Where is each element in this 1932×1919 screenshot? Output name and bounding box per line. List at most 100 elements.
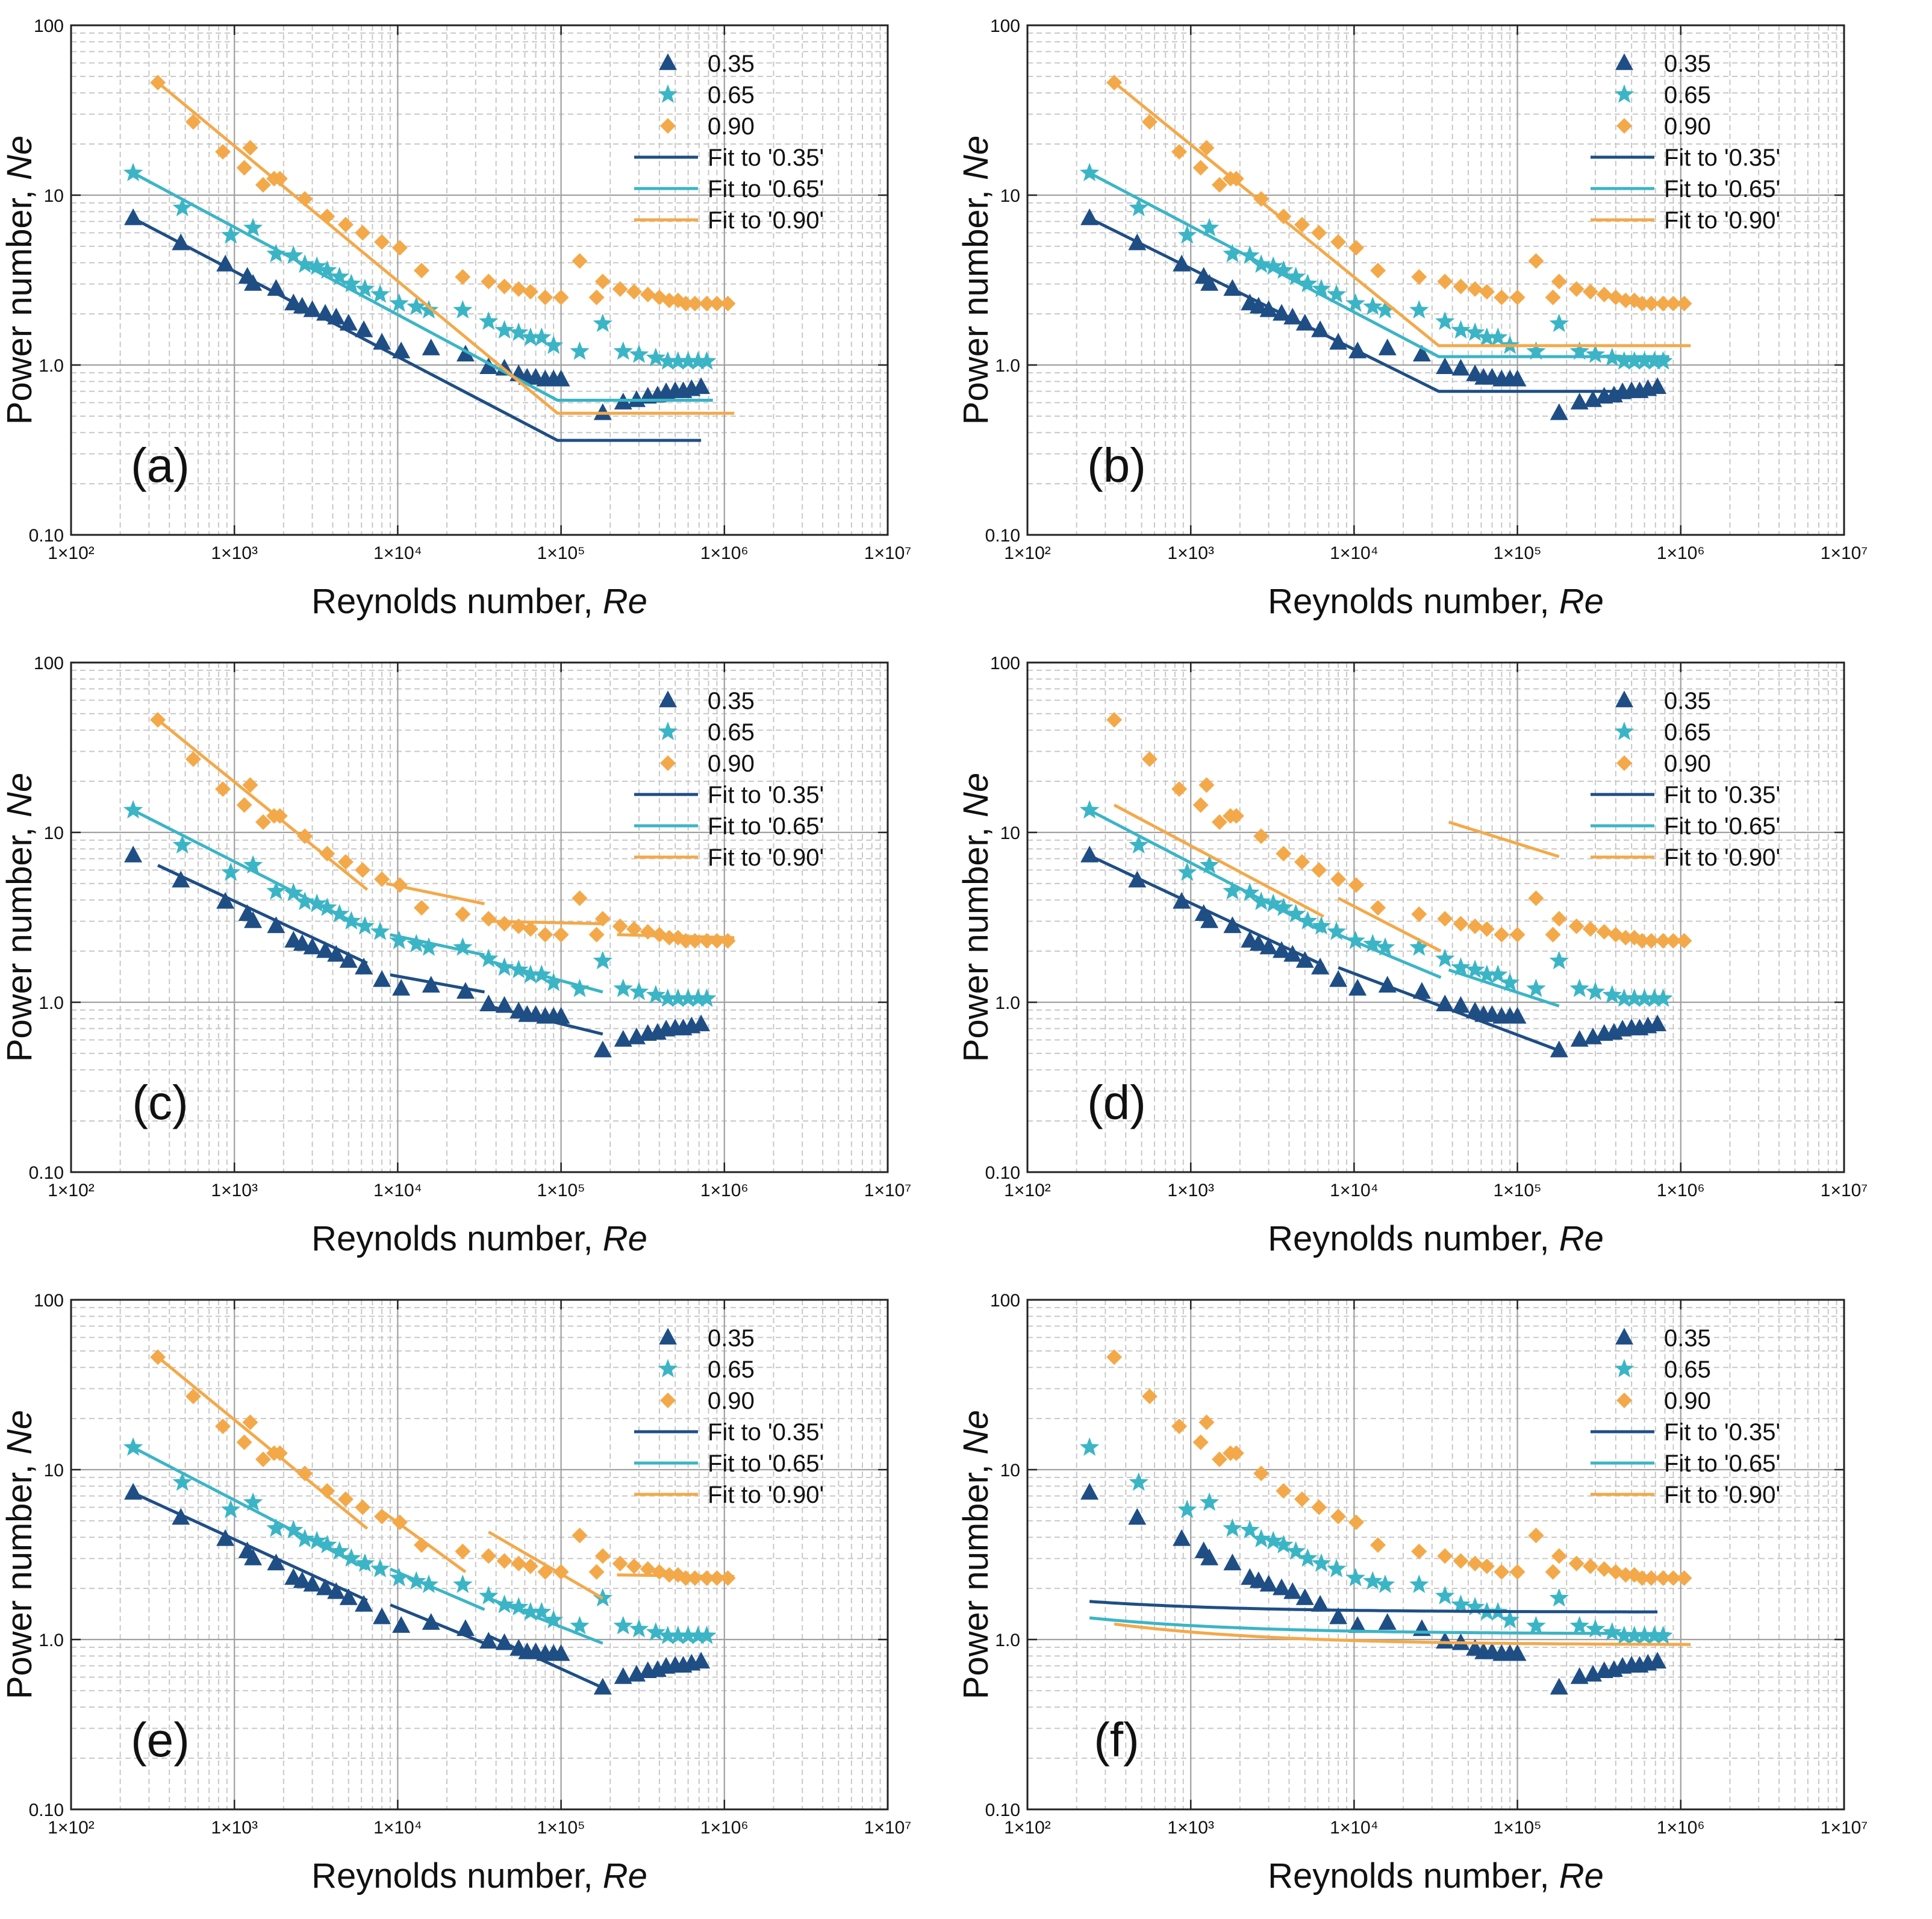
data-point-s090	[1568, 918, 1585, 934]
fit-s035	[132, 217, 702, 442]
y-axis-title: Power number, Ne	[956, 773, 996, 1062]
data-point-s065	[570, 978, 590, 997]
fit-line-s090	[1113, 81, 1691, 348]
panel-e: 1×10² 1×10³ 1×10⁴ 1×10⁵ 1×10⁶ 1×10⁷ 0.10 1.0 10 1…	[0, 1291, 911, 1896]
fit-line-s035	[1088, 217, 1658, 393]
legend-label: Fit to '0.90'	[708, 844, 824, 871]
legend: 0.35 0.65 0.90 Fit to '0.35' Fit to '0.65' Fi…	[634, 1325, 824, 1508]
data-point-s065	[1298, 1548, 1318, 1567]
x-tick-label: 1×10⁷	[1821, 543, 1868, 563]
data-point-s090	[1294, 217, 1310, 233]
data-point-s035	[327, 944, 346, 962]
legend-entry: Fit to '0.65'	[634, 1450, 824, 1477]
data-point-s035	[1259, 1574, 1278, 1592]
data-point-s065	[1488, 327, 1508, 346]
data-point-s065	[1585, 1618, 1606, 1638]
data-point-s090	[1676, 295, 1692, 311]
data-point-s065	[243, 217, 263, 237]
data-point-s065	[1177, 1499, 1197, 1518]
data-point-s065	[172, 1472, 192, 1491]
data-point-s090	[1582, 1558, 1598, 1574]
data-point-s090	[1618, 929, 1634, 946]
data-point-s090	[699, 295, 715, 311]
data-point-s090	[1545, 289, 1561, 305]
x-tick-label: 1×10⁷	[1821, 1818, 1868, 1838]
x-tick-label: 1×10⁶	[1657, 1818, 1705, 1838]
data-point-s090	[1276, 208, 1292, 225]
legend-entry: 0.35	[1615, 688, 1711, 714]
legend-entry: 0.90	[1616, 1388, 1711, 1414]
data-point-s065	[1451, 1594, 1471, 1614]
data-point-s090	[1655, 295, 1671, 311]
data-point-s065	[646, 348, 665, 367]
legend-swatch-marker	[1616, 1393, 1632, 1408]
legend-label: 0.65	[708, 719, 755, 746]
data-point-s035	[456, 345, 475, 362]
data-point-s035	[216, 1529, 235, 1546]
y-tick-label: 10	[1000, 186, 1020, 206]
legend-entry: Fit to '0.90'	[1591, 207, 1780, 234]
x-tick-label: 1×10²	[48, 1818, 95, 1838]
data-point-s065	[1500, 972, 1520, 991]
legend-entry: Fit to '0.35'	[1591, 1419, 1780, 1446]
legend-entry: 0.35	[1615, 51, 1711, 77]
data-point-s090	[1596, 286, 1612, 302]
legend-entry: 0.90	[660, 750, 755, 777]
legend: 0.35 0.65 0.90 Fit to '0.35' Fit to '0.65' Fi…	[1591, 1325, 1780, 1508]
data-point-s090	[455, 269, 471, 285]
y-axis-title: Power number, Ne	[0, 1410, 39, 1699]
legend-swatch-marker	[658, 1359, 678, 1378]
data-point-s065	[479, 311, 499, 330]
data-point-s065	[544, 972, 564, 991]
data-point-s090	[1676, 932, 1692, 949]
axes-frame	[1026, 24, 1845, 536]
data-point-s035	[593, 1040, 612, 1058]
data-point-s090	[1453, 278, 1469, 295]
panel-label: (d)	[1087, 1076, 1146, 1129]
data-point-s090	[1545, 1564, 1561, 1580]
data-point-s065	[668, 351, 688, 370]
data-point-s090	[1198, 140, 1215, 156]
legend-entry: Fit to '0.65'	[634, 813, 824, 840]
data-point-s090	[414, 263, 430, 279]
legend-swatch-marker	[660, 1393, 676, 1408]
legend-label: 0.35	[1664, 688, 1711, 714]
x-axis-title-symbol: Re	[1559, 582, 1604, 621]
fit-s035	[157, 864, 603, 1036]
x-tick-label: 1×10⁴	[1330, 1818, 1378, 1838]
data-point-s090	[1582, 921, 1598, 937]
y-tick-label: 100	[34, 654, 64, 673]
data-point-s090	[588, 926, 605, 943]
data-point-s065	[221, 225, 241, 244]
panel-label: (f)	[1094, 1713, 1139, 1767]
tick-marks	[70, 24, 889, 536]
data-point-s065	[453, 300, 473, 319]
data-point-s065	[1298, 273, 1318, 293]
panel-f: 1×10² 1×10³ 1×10⁴ 1×10⁵ 1×10⁶ 1×10⁷ 0.10 1.0 10 1…	[956, 1291, 1868, 1896]
grid	[70, 1299, 889, 1811]
data-point-s065	[1079, 800, 1100, 819]
x-tick-label: 1×10⁷	[864, 543, 911, 563]
data-point-s090	[1411, 1543, 1427, 1559]
x-axis-title-text: Reynolds number,	[1268, 582, 1559, 621]
fit-s090	[1113, 803, 1560, 953]
data-point-s090	[1634, 932, 1650, 949]
data-point-s065	[479, 949, 499, 967]
data-point-s035	[479, 357, 498, 374]
data-point-s090	[626, 1558, 642, 1574]
legend-label: 0.90	[1664, 750, 1711, 777]
grid	[1026, 1299, 1845, 1811]
legend-entry: Fit to '0.35'	[1591, 782, 1780, 808]
data-point-s090	[678, 1570, 694, 1586]
data-point-s090	[337, 854, 354, 870]
y-tick-label: 10	[44, 186, 64, 206]
data-point-s065	[1451, 320, 1471, 339]
x-tick-label: 1×10²	[48, 1181, 95, 1200]
data-point-s065	[509, 322, 529, 342]
data-point-s065	[697, 988, 717, 1007]
plot-area	[71, 25, 888, 535]
x-tick-label: 1×10³	[1167, 543, 1214, 563]
data-point-s090	[1551, 1548, 1567, 1564]
x-tick-label: 1×10²	[48, 543, 95, 563]
fit-line-s090	[617, 933, 735, 940]
